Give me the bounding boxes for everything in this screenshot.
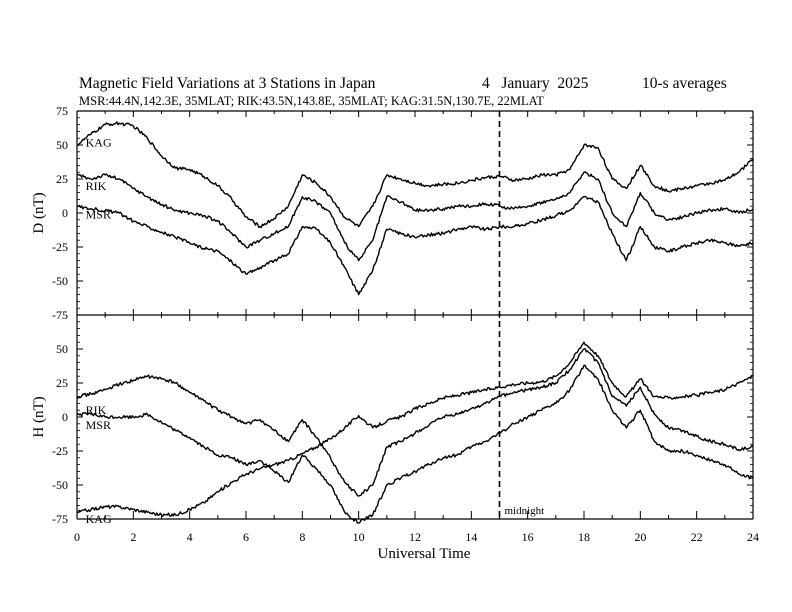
h-ytick-label: -50 [52,478,68,492]
h-series-msr [77,364,753,524]
d-ytick-label: -25 [52,240,68,254]
d-line-rik [77,171,753,262]
d-series-label-msr: MSR [86,207,111,221]
x-tick-label: 2 [130,530,136,544]
d-series-rik [77,171,753,262]
x-tick-label: 18 [578,530,590,544]
d-panel: 75 50 25 0 -25 -50 -75 D (nT) KAG RIK MSR [31,104,754,322]
d-series-msr [77,195,753,296]
d-series-label-kag: KAG [86,135,112,149]
h-series-label-msr: MSR [86,418,111,432]
x-tick-label: 14 [465,530,477,544]
x-tick-label: 10 [353,530,365,544]
d-line-msr [77,195,753,296]
d-ytick-label: 25 [56,172,68,186]
x-tick-label: 20 [634,530,646,544]
h-line-rik [77,348,753,497]
x-tick-label: 12 [409,530,421,544]
x-tick-label: 24 [747,530,759,544]
x-tick-label: 8 [299,530,305,544]
station-coordinates: MSR:44.4N,142.3E, 35MLAT; RIK:43.5N,143.… [79,94,544,108]
d-series-kag [77,121,753,229]
h-ytick-label: 50 [56,342,68,356]
d-ytick-label: 75 [56,104,68,118]
d-ytick-label: -50 [52,274,68,288]
chart-title: Magnetic Field Variations at 3 Stations … [79,75,376,92]
h-series-kag [77,341,753,517]
h-y-axis-label: H (nT) [31,396,47,437]
x-tick-label: 4 [187,530,193,544]
d-y-axis-label: D (nT) [31,192,47,233]
midnight-label: midnight [505,505,545,517]
panels: 75 50 25 0 -25 -50 -75 D (nT) KAG RIK MSR 50 25 0 -25 -… [31,104,754,526]
d-ytick-label: -75 [52,308,68,322]
x-tick-label: 22 [691,530,703,544]
chart-date: 4 January 2025 [482,75,589,92]
x-tick-label: 16 [522,530,534,544]
h-ytick-label: -75 [52,512,68,526]
h-series-rik [77,348,753,497]
h-line-msr [77,364,753,524]
d-ytick-label: 0 [62,206,68,220]
x-axis: 0 2 4 6 8 10 12 14 16 18 20 22 24 [74,111,759,544]
h-ytick-label: -25 [52,444,68,458]
h-ytick-label: 0 [62,410,68,424]
d-ytick-label: 50 [56,138,68,152]
d-series-label-rik: RIK [86,179,107,193]
h-ytick-label: 25 [56,376,68,390]
h-series-label-kag: KAG [86,512,112,526]
x-axis-label: Universal Time [378,546,471,562]
x-tick-label: 0 [74,530,80,544]
h-line-kag [77,341,753,517]
x-tick-label: 6 [243,530,249,544]
d-line-kag [77,121,753,229]
averaging-note: 10-s averages [642,75,727,92]
